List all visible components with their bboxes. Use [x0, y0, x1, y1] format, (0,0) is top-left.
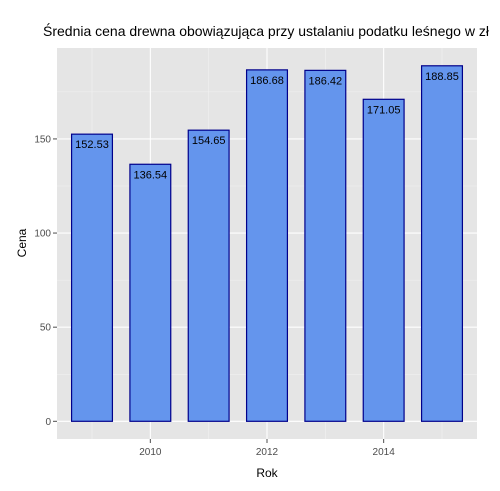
x-axis-ticks: 2010 2012 2014 [139, 439, 395, 458]
bar-value-label: 136.54 [134, 169, 168, 181]
y-axis-title: Cena [15, 228, 29, 257]
bar-value-label: 154.65 [192, 135, 226, 147]
y-tick-label: 150 [34, 134, 51, 145]
bar [420, 65, 464, 422]
bar-value-label: 188.85 [425, 71, 459, 83]
bar-labels: 152.53 136.54 154.65 186.68 186.42 171.05 188.… [75, 71, 459, 181]
bar [129, 163, 172, 422]
y-axis-ticks: 0 50 100 150 [34, 134, 57, 428]
bar [70, 133, 114, 422]
chart-title: Średnia cena drewna obowiązująca przy us… [43, 22, 490, 39]
y-tick-label: 100 [34, 229, 51, 240]
y-tick-label: 50 [40, 323, 52, 334]
bar-value-label: 186.68 [250, 75, 284, 87]
bar-value-label: 171.05 [367, 104, 401, 116]
y-tick-label: 0 [45, 417, 51, 428]
bars [70, 65, 464, 422]
bar [245, 69, 289, 422]
x-axis-title: Rok [256, 466, 278, 480]
x-tick-label: 2014 [373, 447, 396, 458]
bar [187, 129, 230, 422]
x-tick-label: 2010 [139, 447, 162, 458]
x-tick-label: 2012 [256, 447, 279, 458]
bar-value-label: 186.42 [309, 75, 343, 87]
bar [362, 98, 405, 422]
bar [304, 69, 347, 422]
bar-value-label: 152.53 [75, 139, 109, 151]
